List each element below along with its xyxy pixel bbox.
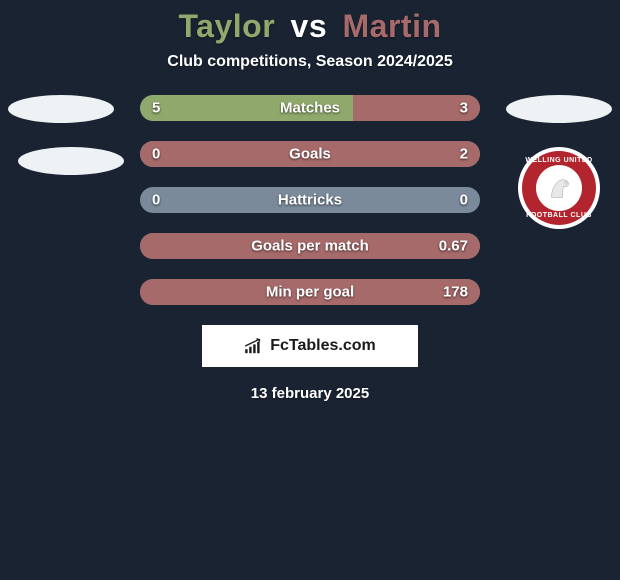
brand-box[interactable]: FcTables.com [202,325,418,367]
bar-right-fill [140,279,480,305]
player2-name: Martin [343,8,442,44]
bar-right-fill [140,141,480,167]
stat-value-right: 3 [460,100,468,117]
vs-separator: vs [291,8,328,44]
stat-value-left: 0 [152,192,160,209]
stat-value-right: 2 [460,146,468,163]
bar-track: 0 0Hattricks [140,187,480,213]
stat-row: 0 0Hattricks [0,187,620,213]
stat-row: 178Min per goal [0,279,620,305]
page-title: Taylor vs Martin [0,8,620,45]
stat-value-right: 0.67 [439,238,468,255]
brand-text: FcTables.com [270,337,376,355]
date-text: 13 february 2025 [0,385,620,402]
stat-value-right: 178 [443,284,468,301]
stats-area: WELLING UNITED FOOTBALL CLUB 53Matches02… [0,95,620,305]
stat-row: 53Matches [0,95,620,121]
player1-name: Taylor [178,8,275,44]
bar-track: 53Matches [140,95,480,121]
stat-label: Hattricks [140,192,480,209]
bar-track: 02Goals [140,141,480,167]
bar-track: 178Min per goal [140,279,480,305]
bar-track: 0.67Goals per match [140,233,480,259]
stat-value-right: 0 [460,192,468,209]
comparison-widget: Taylor vs Martin Club competitions, Seas… [0,0,620,402]
chart-growth-icon [244,338,264,354]
stat-row: 0.67Goals per match [0,233,620,259]
stat-value-left: 0 [152,146,160,163]
stat-value-left: 5 [152,100,160,117]
crest-bottom-text: FOOTBALL CLUB [522,212,596,219]
stat-row: 02Goals [0,141,620,167]
bar-right-fill [140,233,480,259]
bar-left-fill [140,95,353,121]
subtitle: Club competitions, Season 2024/2025 [0,53,620,71]
